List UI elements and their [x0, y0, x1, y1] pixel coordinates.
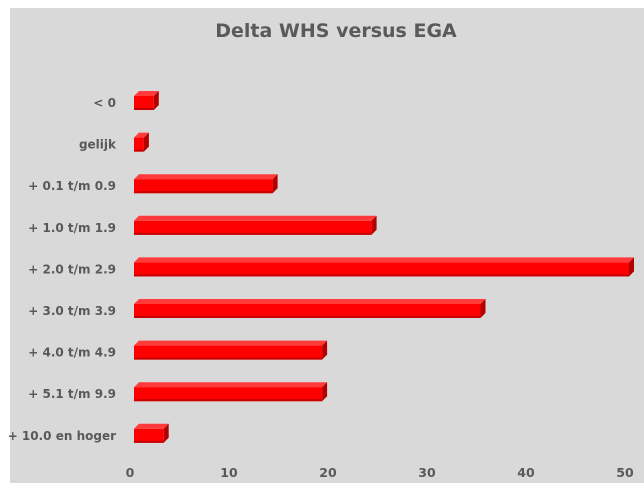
bar-front-face	[134, 262, 629, 277]
category-label: < 0	[93, 96, 116, 110]
bar-front-face	[134, 220, 372, 235]
x-tick-label: 20	[319, 465, 337, 480]
bar-side-face	[272, 174, 278, 194]
bar-top-face	[134, 299, 486, 304]
bar	[134, 382, 328, 402]
bar-bottom-shade	[134, 149, 144, 152]
bar	[134, 215, 377, 235]
category-label: + 1.0 t/m 1.9	[28, 221, 116, 235]
bar-front-face	[134, 137, 144, 152]
bar-top-face	[134, 91, 159, 96]
category-label: + 0.1 t/m 0.9	[28, 179, 116, 193]
bar-bottom-shade	[134, 232, 372, 235]
category-label: + 4.0 t/m 4.9	[28, 346, 116, 360]
bar-top-face	[134, 132, 149, 138]
bar-side-face	[480, 299, 486, 318]
bar	[134, 423, 169, 443]
category-label: + 3.0 t/m 3.9	[28, 304, 116, 318]
bar-front-face	[134, 179, 273, 194]
bar-bottom-shade	[134, 108, 154, 110]
bar-bottom-shade	[134, 316, 481, 318]
bar-front-face	[134, 345, 323, 360]
x-tick-label: 10	[220, 465, 238, 480]
bar	[134, 91, 159, 110]
category-label: + 5.1 t/m 9.9	[28, 387, 116, 401]
chart-title: Delta WHS versus EGA	[215, 20, 457, 42]
x-tick-label: 40	[517, 465, 535, 480]
bar-front-face	[134, 96, 154, 110]
category-label: + 2.0 t/m 2.9	[28, 262, 116, 276]
bar-bottom-shade	[134, 399, 323, 402]
bar-top-face	[134, 257, 634, 263]
bar-side-face	[143, 132, 149, 152]
bar	[134, 299, 486, 318]
x-tick-label: 0	[126, 465, 135, 480]
bar-top-face	[134, 215, 377, 221]
bar-side-face	[153, 91, 159, 110]
bar-side-face	[371, 215, 377, 235]
category-label: + 10.0 en hoger	[8, 429, 116, 443]
bar-bottom-shade	[134, 440, 164, 443]
bar	[134, 132, 149, 152]
bar-bottom-shade	[134, 191, 273, 194]
bar	[134, 340, 328, 360]
bar-side-face	[629, 257, 634, 277]
bar	[134, 174, 278, 194]
bar-side-face	[322, 382, 328, 402]
bar-front-face	[134, 428, 164, 443]
bar-front-face	[134, 387, 323, 402]
x-axis-tick-labels: 0 10 20 30 40 50	[126, 465, 634, 480]
x-tick-label: 50	[616, 465, 634, 480]
x-tick-label: 30	[418, 465, 436, 480]
bar-bottom-shade	[134, 274, 629, 277]
bar-side-face	[322, 340, 328, 360]
category-labels-group: < 0 gelijk + 0.1 t/m 0.9 + 1.0 t/m 1.9 + 2.0…	[8, 96, 117, 443]
bar-bottom-shade	[134, 357, 323, 360]
bar-top-face	[134, 382, 328, 388]
bar-top-face	[134, 423, 169, 429]
bars-group	[134, 91, 634, 443]
bar	[134, 257, 634, 277]
bar-side-face	[163, 423, 169, 443]
category-label: gelijk	[79, 138, 117, 152]
bar-front-face	[134, 304, 481, 318]
chart-area-background	[10, 8, 644, 483]
bar-top-face	[134, 340, 328, 346]
bar-top-face	[134, 174, 278, 180]
